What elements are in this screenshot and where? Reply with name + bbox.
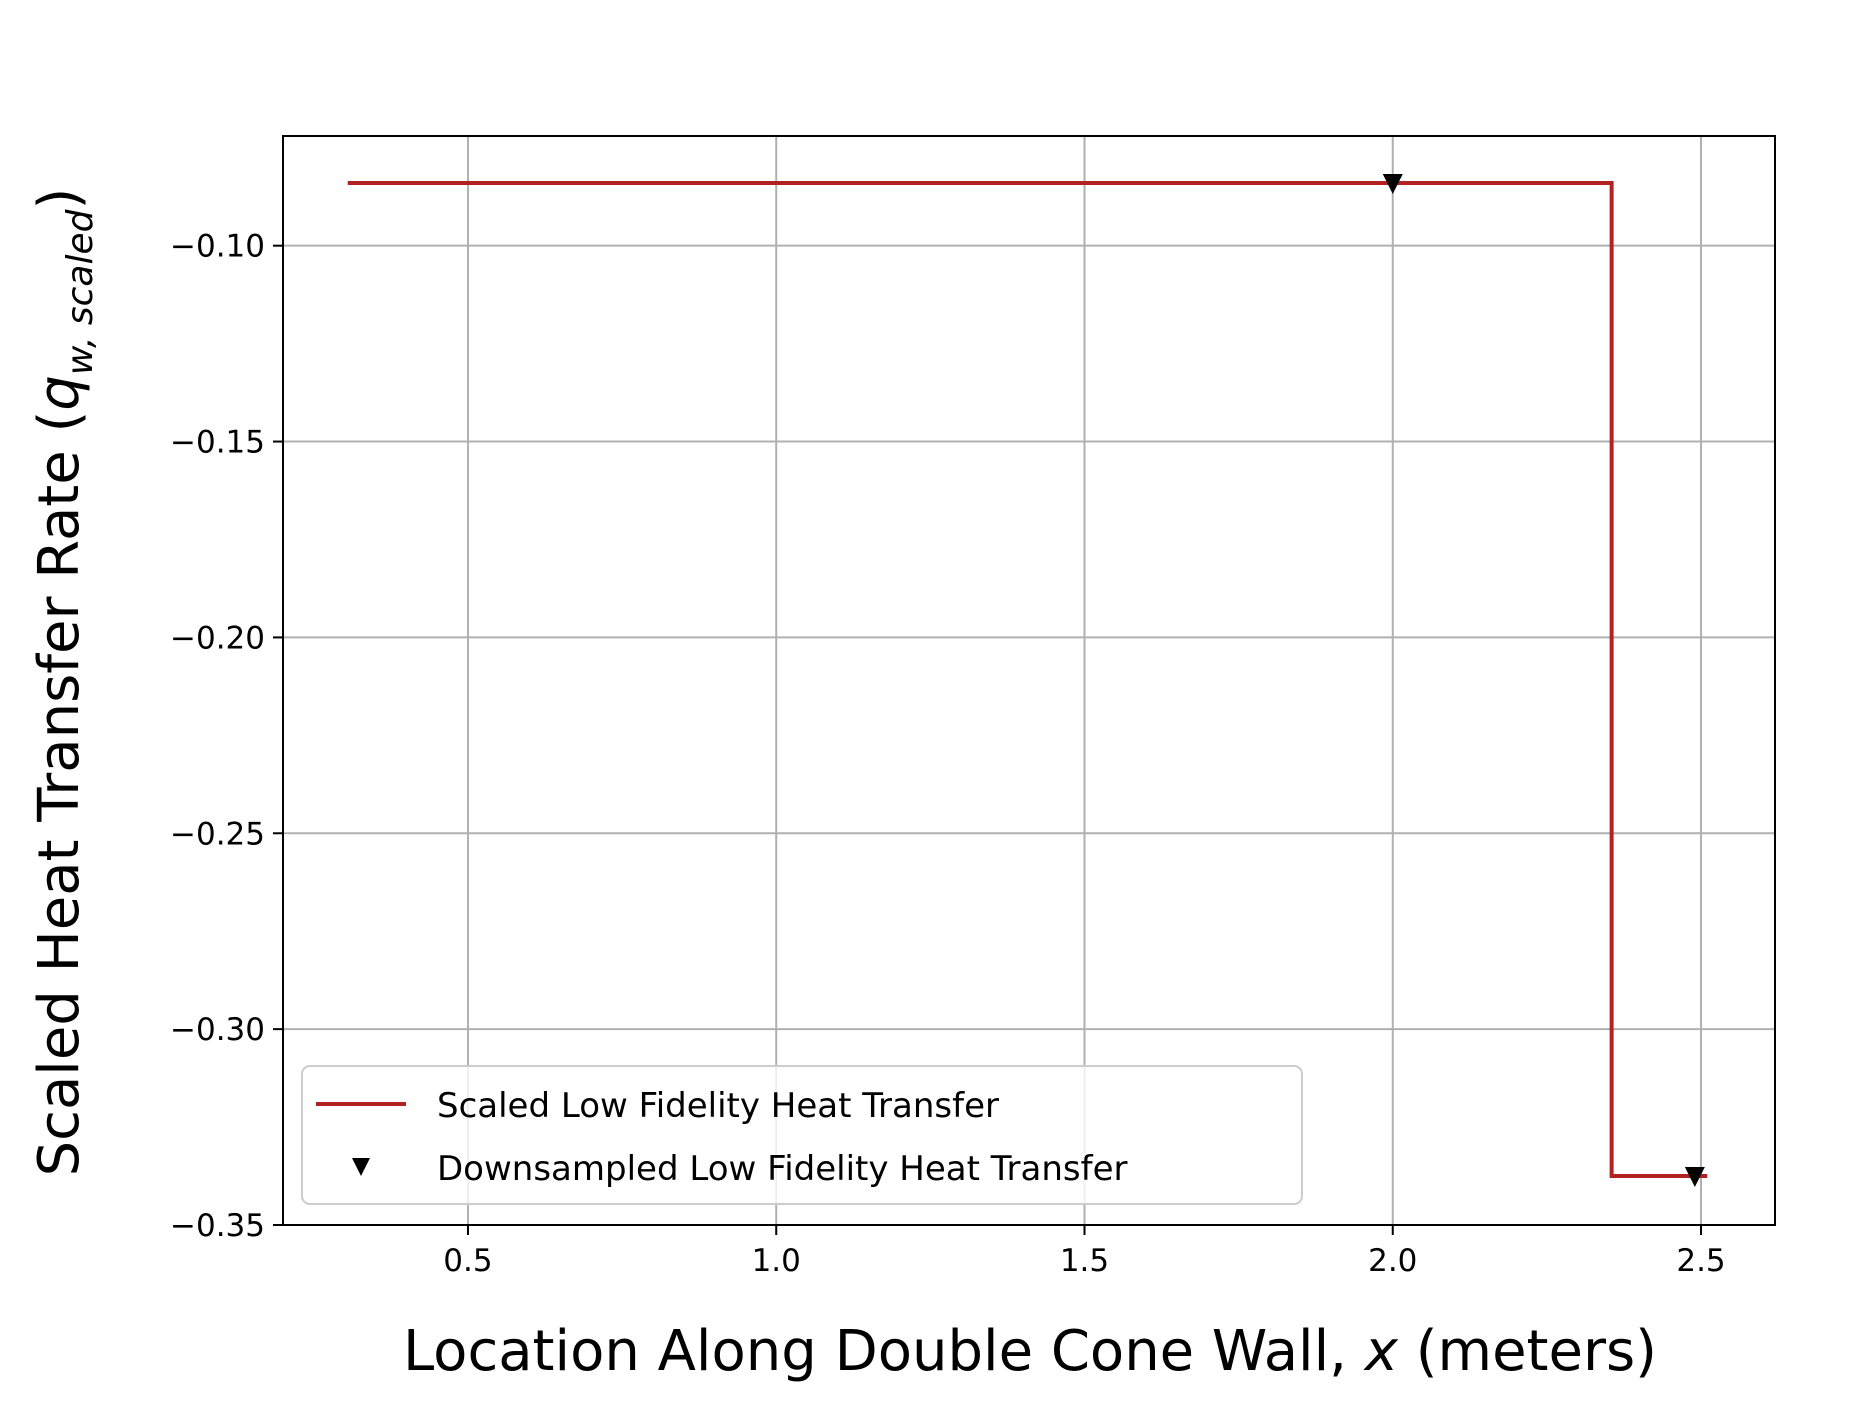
- y-tick-label: −0.20: [170, 620, 265, 656]
- plot-area-frame: [282, 135, 1776, 1226]
- y-tick-label: −0.35: [170, 1208, 265, 1244]
- legend: Scaled Low Fidelity Heat Transfer Downsa…: [301, 1065, 1303, 1205]
- y-tick-label: −0.10: [170, 229, 265, 265]
- y-axis-label: Scaled Heat Transfer Rate (qw, scaled): [27, 188, 101, 1177]
- legend-triangle-marker-swatch: [352, 1158, 370, 1176]
- x-tick-label: 2.0: [1368, 1243, 1417, 1279]
- x-tick-label: 0.5: [443, 1243, 492, 1279]
- x-tick-label: 1.0: [752, 1243, 801, 1279]
- y-tick-label: −0.25: [170, 816, 265, 852]
- y-tick-label: −0.15: [170, 425, 265, 461]
- legend-label-line: Scaled Low Fidelity Heat Transfer: [437, 1086, 999, 1126]
- x-tick-label: 1.5: [1060, 1243, 1109, 1279]
- x-axis-label: Location Along Double Cone Wall, x (mete…: [403, 1319, 1657, 1384]
- y-tick-label: −0.30: [170, 1012, 265, 1048]
- legend-label-markers: Downsampled Low Fidelity Heat Transfer: [437, 1149, 1127, 1189]
- axis-ticks: 0.5 1.0 1.5 2.0 2.5 −0.10 −0.15 −0.20 −0.25 −0.30…: [170, 229, 1726, 1279]
- downsampled-point-marker: [1684, 1167, 1705, 1188]
- grid: [283, 136, 1775, 1226]
- legend-box: [301, 1065, 1303, 1205]
- downsampled-point-marker: [1382, 174, 1403, 195]
- heat-transfer-line: [347, 181, 1708, 1179]
- plot-series: [347, 174, 1708, 1188]
- x-tick-label: 2.5: [1676, 1243, 1725, 1279]
